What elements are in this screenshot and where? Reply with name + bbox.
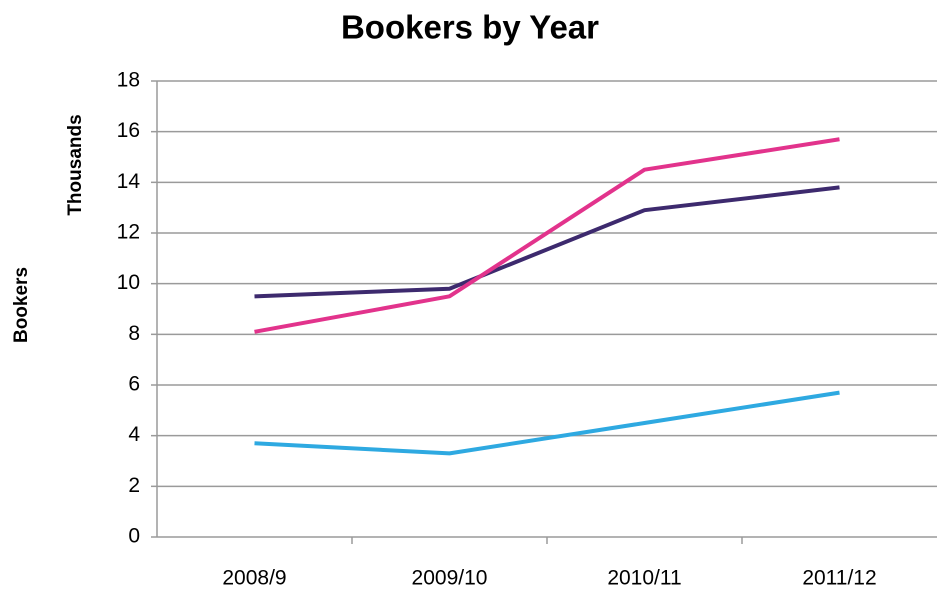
y-unit-label: Thousands: [65, 114, 86, 215]
y-tick-label: 10: [117, 271, 140, 294]
series-line: [254, 137, 840, 334]
y-tick-label: 0: [128, 525, 140, 548]
x-tick-label: 2010/11: [607, 567, 681, 590]
series-line: [254, 185, 840, 299]
y-tick-label: 12: [117, 221, 140, 244]
y-tick-label: 14: [117, 170, 141, 193]
y-axis-title: Bookers: [11, 267, 32, 343]
series-line: [254, 390, 840, 456]
chart-title: Bookers by Year: [341, 9, 599, 46]
y-tick-label: 18: [117, 69, 140, 92]
y-tick-label: 2: [128, 474, 140, 497]
y-tick-label: 4: [128, 423, 140, 446]
x-tick-label: 2009/10: [412, 567, 488, 590]
x-tick-label: 2008/9: [222, 567, 286, 590]
y-tick-label: 16: [117, 119, 140, 142]
y-tick-label: 6: [128, 373, 140, 396]
y-tick-label: 8: [128, 322, 140, 345]
x-tick-label: 2011/12: [802, 567, 876, 590]
